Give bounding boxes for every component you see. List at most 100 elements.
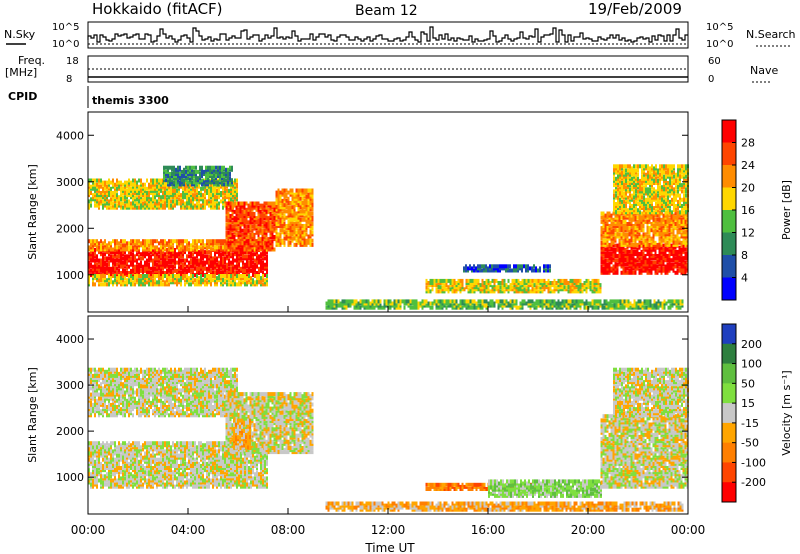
power-cell [163,172,165,176]
power-cell [259,245,262,250]
power-cell [262,252,264,257]
power-cell [237,239,240,244]
power-cell [174,239,176,244]
power-cell [164,203,166,208]
power-cell [648,252,651,256]
power-cell [222,239,224,244]
power-cell [92,250,94,255]
power-cell [158,260,160,265]
power-cell [164,180,166,185]
power-cell [283,205,286,210]
power-cell [236,256,238,261]
power-cell [200,274,202,278]
power-cell [608,245,611,250]
power-cell [618,260,621,265]
power-cell [591,278,594,283]
power-cell [148,280,150,285]
power-cell [184,247,186,252]
power-cell [231,224,234,229]
power-cell [283,196,286,201]
power-cell [521,289,524,294]
power-cell [265,207,268,212]
power-cell [146,274,148,278]
power-cell [529,283,532,288]
power-cell [604,270,607,275]
power-cell [122,278,124,283]
power-cell [285,205,288,210]
power-cell [591,285,594,290]
power-cell [264,250,266,255]
power-cell [621,299,624,304]
power-cell [245,232,248,237]
power-cell [427,287,430,292]
power-cell [228,266,230,271]
power-cell [154,282,156,287]
power-cell [134,268,136,273]
power-cell [252,266,254,271]
power-cell [216,191,218,195]
power-cell [660,268,663,273]
power-cell [192,203,194,208]
power-cell [654,260,657,265]
power-cell [146,239,148,244]
power-cell [247,245,250,250]
freq-label: Freq. [18,54,45,67]
power-cell [397,303,400,308]
power-cell [561,303,564,308]
power-cell [212,193,214,198]
power-cell [239,218,242,223]
power-cell [571,289,574,294]
power-cell [146,245,148,250]
power-cell [158,266,160,271]
power-cell [608,264,611,269]
power-cell [279,207,282,212]
power-cell [102,195,104,200]
power-cell [595,301,598,306]
power-cell [309,198,312,203]
power-cell [206,250,208,255]
power-cell [242,256,244,261]
power-cell [234,266,236,271]
power-cell [138,268,140,273]
power-cell [241,203,244,208]
power-cell [675,305,678,310]
power-cell [303,188,306,193]
power-cell [427,289,430,294]
power-cell [262,250,264,255]
power-cell [132,178,134,183]
power-cell [636,266,639,271]
power-cell [225,226,228,231]
power-cell [597,278,600,283]
power-cell [547,268,549,273]
power-cell [628,268,631,273]
power-cell [279,240,282,245]
power-cell [104,252,106,257]
power-cell [241,209,244,214]
power-cell [196,201,198,206]
power-cell [245,241,248,246]
power-cell [225,205,228,210]
power-cell [267,201,270,206]
power-cell [600,249,603,254]
power-cell [206,260,208,265]
power-cell [210,276,212,281]
power-cell [94,282,96,287]
power-cell [216,250,218,255]
power-cell [220,256,222,261]
power-cell [513,299,516,304]
power-cell [228,252,230,257]
power-cell [136,268,138,273]
power-cell [473,303,476,308]
power-cell [261,239,264,244]
power-cell [269,239,272,244]
power-cell [499,264,501,269]
power-cells [88,164,689,310]
power-cell [521,285,524,290]
power-cell [152,239,154,244]
power-cell [671,303,674,308]
power-cell [425,303,428,308]
power-cell [644,258,647,263]
power-cell [628,254,631,258]
power-cell [489,283,492,288]
power-cell [435,301,438,306]
